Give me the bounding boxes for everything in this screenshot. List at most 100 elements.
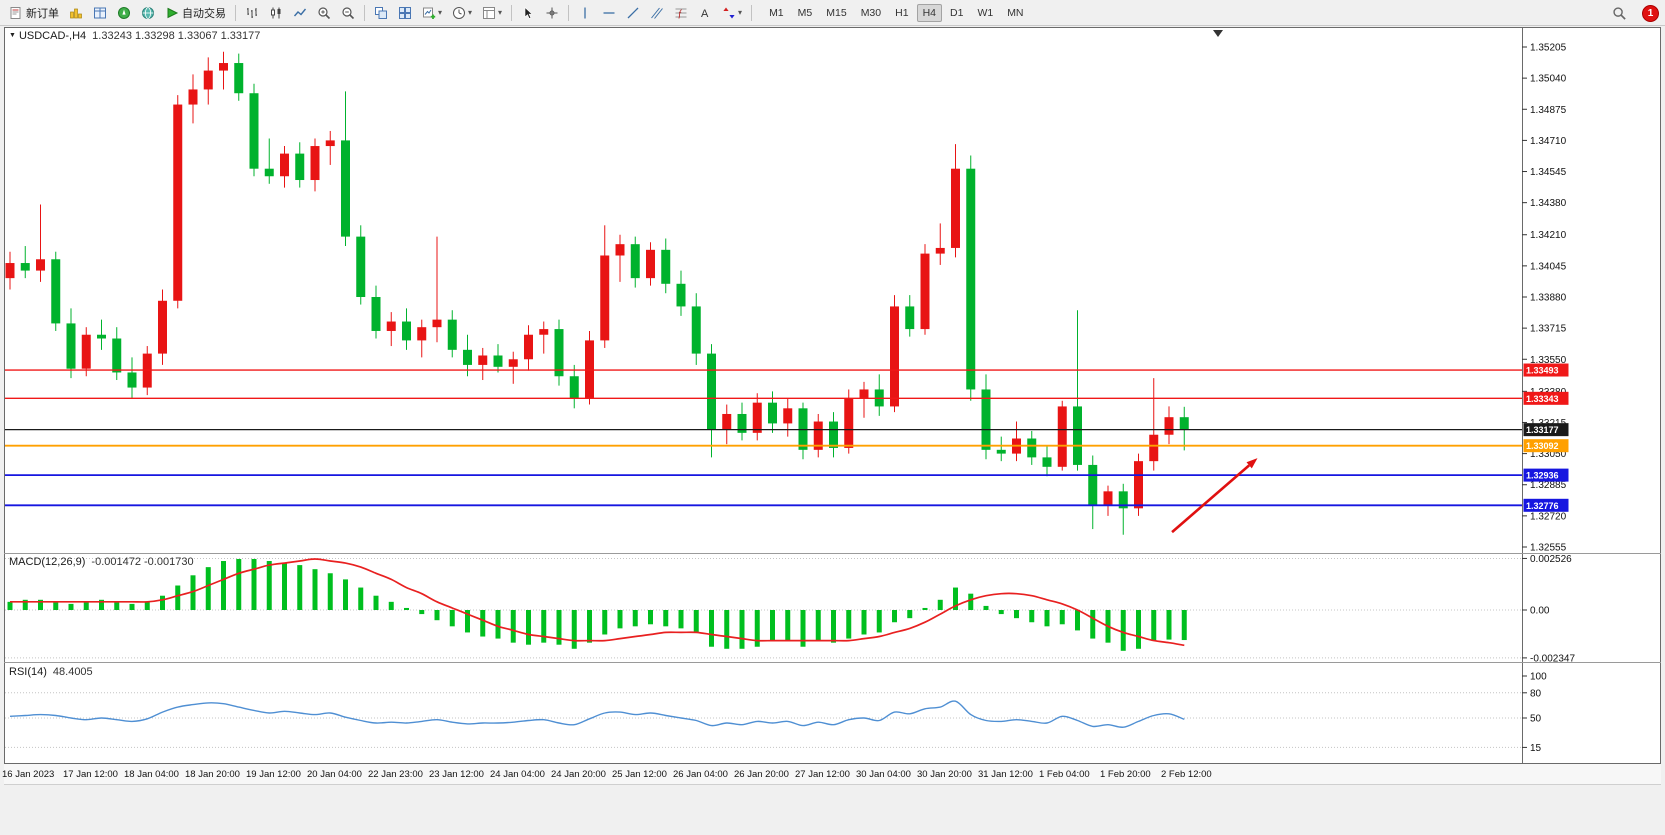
svg-text:18 Jan 20:00: 18 Jan 20:00 [185,769,240,780]
macd-signal-line [10,558,1185,647]
svg-text:1.32555: 1.32555 [1530,543,1567,554]
trend-arrow-annotation[interactable] [1171,458,1258,534]
periods-button[interactable]: ▾ [448,2,476,24]
svg-text:1.33092: 1.33092 [1526,441,1559,451]
ohlc-values: 1.33243 1.33298 1.33067 1.33177 [92,30,261,42]
timeframe-m5-button[interactable]: M5 [797,6,813,19]
channel-tool-button[interactable] [646,2,668,24]
toolbar-button-group: 新订单 自动交易 ▾ ▾ ▾ f A ▾ [4,2,756,24]
timeframe-h4-button[interactable]: H4 [916,3,942,22]
svg-text:24 Jan 20:00: 24 Jan 20:00 [551,769,606,780]
market-watch-icon [69,6,83,20]
price-tag [1523,498,1569,512]
vline-icon [578,6,592,20]
svg-text:1.32885: 1.32885 [1530,480,1567,491]
new-order-button[interactable]: 新订单 [5,2,63,24]
svg-text:0.00: 0.00 [1530,606,1550,617]
new-chart-icon [422,6,436,20]
template-icon [482,6,496,20]
tile-windows-button[interactable] [370,2,392,24]
timeframe-m1-button[interactable]: M1 [769,6,784,19]
svg-text:1.33715: 1.33715 [1530,324,1567,335]
price-tag [1523,468,1569,482]
time-axis-strip [4,763,1661,784]
candle-chart-mode-button[interactable] [265,2,287,24]
vertical-line-tool-button[interactable] [574,2,596,24]
svg-text:23 Jan 12:00: 23 Jan 12:00 [429,769,484,780]
timeframe-h1-button[interactable]: H1 [895,6,909,19]
macd-panel: 0.002526 0.00 -0.002347 [5,554,1575,664]
svg-text:80: 80 [1530,688,1542,699]
svg-text:24 Jan 04:00: 24 Jan 04:00 [490,769,545,780]
cursor-icon [521,6,535,20]
arrows-icon [722,6,736,20]
tile-icon [374,6,388,20]
svg-text:26 Jan 20:00: 26 Jan 20:00 [734,769,789,780]
terminal-button[interactable] [137,2,159,24]
arrows-tool-button[interactable]: ▾ [718,2,746,24]
navigator-button[interactable] [113,2,135,24]
toolbar-separator [568,4,570,21]
zoom-out-icon [341,6,355,20]
timeframe-d1-button[interactable]: D1 [950,6,964,19]
timeframe-m15-button[interactable]: M15 [826,6,847,19]
macd-values: -0.001472 -0.001730 [91,556,194,568]
navigator-icon [117,6,131,20]
trendline-tool-button[interactable] [622,2,644,24]
symbol-dropdown-icon[interactable]: ▼ [9,32,16,39]
fibonacci-tool-button[interactable]: f [670,2,692,24]
svg-text:0.002526: 0.002526 [1530,554,1572,565]
svg-text:20 Jan 04:00: 20 Jan 04:00 [307,769,362,780]
crosshair-button[interactable] [541,2,563,24]
cursor-button[interactable] [517,2,539,24]
new-chart-button[interactable]: ▾ [418,2,446,24]
svg-text:1.34045: 1.34045 [1530,261,1567,272]
arrange-icon [398,6,412,20]
zoom-out-button[interactable] [337,2,359,24]
horizontal-level-lines[interactable]: 1.33493 1.33343 1.33177 1.33092 1.32936 1.327… [5,363,1569,512]
macd-indicator-header: MACD(12,26,9) -0.001472 -0.001730 [9,556,194,568]
candlestick-series [5,51,1189,535]
auto-trading-label: 自动交易 [182,7,226,20]
text-tool-button[interactable]: A [694,2,716,24]
data-window-button[interactable] [89,2,111,24]
price-axis[interactable]: 1.35205 1.35040 1.34875 1.34710 1.34545 1.343… [1522,43,1567,554]
notification-badge[interactable]: 1 [1642,4,1659,22]
horizontal-line-tool-button[interactable] [598,2,620,24]
svg-text:1 Feb 04:00: 1 Feb 04:00 [1039,769,1090,780]
rsi-indicator-header: RSI(14) 48.4005 [9,666,93,678]
timeframe-mn-button[interactable]: MN [1007,6,1024,19]
search-icon [1612,6,1627,21]
price-tag [1523,363,1569,377]
search-button[interactable] [1605,2,1633,24]
chart-shift-marker-icon[interactable] [1213,30,1223,37]
timeframe-m30-button[interactable]: M30 [860,6,882,19]
bar-chart-mode-button[interactable] [241,2,263,24]
fibo-icon: f [674,6,688,20]
chart-frame [4,27,1661,785]
auto-trading-button[interactable]: 自动交易 [161,2,230,24]
price-tag [1523,391,1569,405]
svg-text:1.33493: 1.33493 [1526,366,1559,376]
data-window-icon [93,6,107,20]
line-chart-mode-button[interactable] [289,2,311,24]
hline-icon [602,6,616,20]
arrange-windows-button[interactable] [394,2,416,24]
svg-text:30 Jan 20:00: 30 Jan 20:00 [917,769,972,780]
templates-button[interactable]: ▾ [478,2,506,24]
zoom-in-button[interactable] [313,2,335,24]
toolbar-separator [751,4,753,21]
svg-text:1 Feb 20:00: 1 Feb 20:00 [1100,769,1151,780]
svg-text:1.34545: 1.34545 [1530,167,1567,178]
line-icon [293,6,307,20]
svg-text:50: 50 [1530,714,1542,725]
timeframe-w1-button[interactable]: W1 [977,6,994,19]
svg-text:1.32936: 1.32936 [1526,471,1559,481]
market-watch-button[interactable] [65,2,87,24]
chevron-down-icon: ▾ [438,8,443,17]
svg-text:f: f [679,8,683,18]
time-axis[interactable]: 16 Jan 2023 17 Jan 12:00 18 Jan 04:00 18 Ja… [2,769,1212,780]
new-order-label: 新订单 [26,7,59,20]
svg-text:1.34380: 1.34380 [1530,198,1567,209]
